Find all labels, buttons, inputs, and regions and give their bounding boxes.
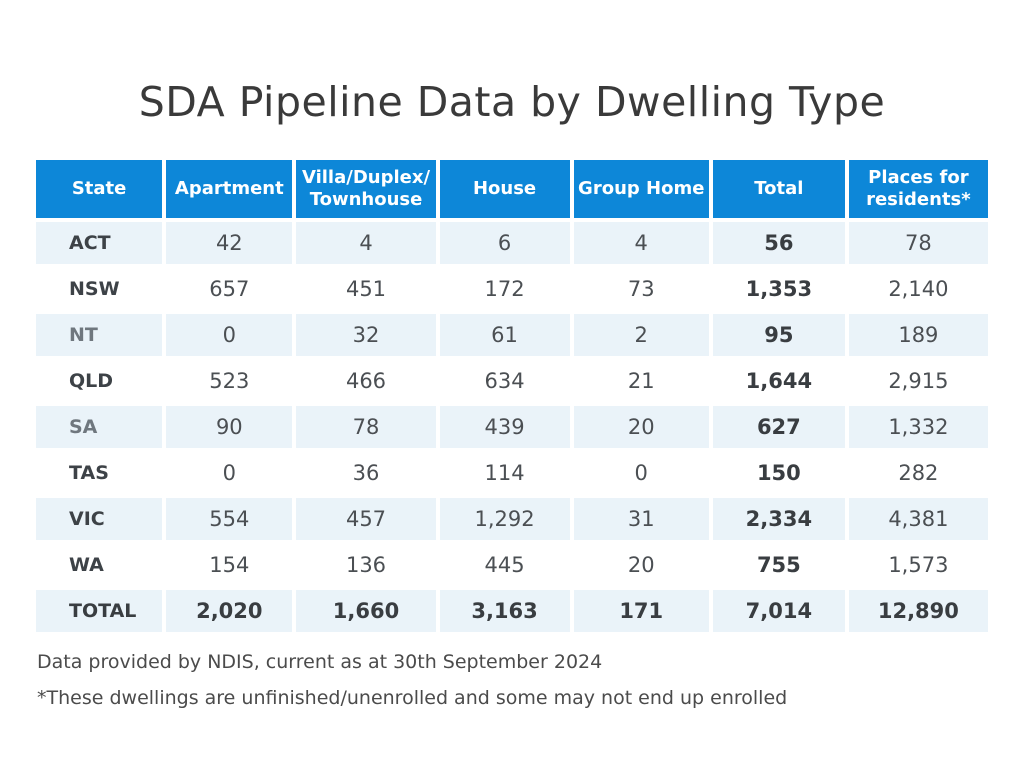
- total-value-cell: 755: [712, 544, 845, 586]
- table-body: ACT 42 4 6 4 56 78 NSW 657 451 172 73 1,353 2,140 NT 0 3…: [36, 222, 988, 632]
- table-row-qld: QLD 523 466 634 21 1,644 2,915: [36, 360, 988, 402]
- house-value-cell: 445: [439, 544, 570, 586]
- state-label-cell: NT: [36, 314, 163, 356]
- total-value-cell: 7,014: [712, 590, 845, 632]
- column-header-villa: Villa/Duplex/Townhouse: [296, 160, 436, 218]
- column-header-total: Total: [712, 160, 845, 218]
- table-header-row: State Apartment Villa/Duplex/Townhouse Hous…: [36, 160, 988, 218]
- column-header-apartment: Apartment: [166, 160, 293, 218]
- places-value-cell: 4,381: [848, 498, 988, 540]
- apartment-value-cell: 2,020: [166, 590, 293, 632]
- places-value-cell: 1,573: [848, 544, 988, 586]
- house-value-cell: 3,163: [439, 590, 570, 632]
- house-value-cell: 634: [439, 360, 570, 402]
- villa-value-cell: 32: [296, 314, 436, 356]
- group-home-value-cell: 20: [573, 544, 709, 586]
- house-value-cell: 6: [439, 222, 570, 264]
- total-value-cell: 56: [712, 222, 845, 264]
- state-label-cell: TAS: [36, 452, 163, 494]
- page-title: SDA Pipeline Data by Dwelling Type: [138, 78, 886, 126]
- table-row-act: ACT 42 4 6 4 56 78: [36, 222, 988, 264]
- apartment-value-cell: 523: [166, 360, 293, 402]
- villa-value-cell: 36: [296, 452, 436, 494]
- villa-value-cell: 1,660: [296, 590, 436, 632]
- column-header-house: House: [439, 160, 570, 218]
- places-value-cell: 78: [848, 222, 988, 264]
- villa-value-cell: 4: [296, 222, 436, 264]
- state-label-cell: TOTAL: [36, 590, 163, 632]
- places-value-cell: 2,140: [848, 268, 988, 310]
- villa-value-cell: 78: [296, 406, 436, 448]
- table-row-nsw: NSW 657 451 172 73 1,353 2,140: [36, 268, 988, 310]
- footnote-source: Data provided by NDIS, current as at 30t…: [37, 651, 603, 673]
- places-value-cell: 282: [848, 452, 988, 494]
- group-home-value-cell: 21: [573, 360, 709, 402]
- table-row-total: TOTAL 2,020 1,660 3,163 171 7,014 12,890: [36, 590, 988, 632]
- total-value-cell: 1,644: [712, 360, 845, 402]
- state-label-cell: ACT: [36, 222, 163, 264]
- total-value-cell: 95: [712, 314, 845, 356]
- column-header-places: Places for residents*: [848, 160, 988, 218]
- group-home-value-cell: 73: [573, 268, 709, 310]
- table-row-sa: SA 90 78 439 20 627 1,332: [36, 406, 988, 448]
- group-home-value-cell: 2: [573, 314, 709, 356]
- apartment-value-cell: 657: [166, 268, 293, 310]
- table-row-vic: VIC 554 457 1,292 31 2,334 4,381: [36, 498, 988, 540]
- state-label-cell: WA: [36, 544, 163, 586]
- places-value-cell: 2,915: [848, 360, 988, 402]
- state-label-cell: NSW: [36, 268, 163, 310]
- places-value-cell: 1,332: [848, 406, 988, 448]
- total-value-cell: 2,334: [712, 498, 845, 540]
- table-header: State Apartment Villa/Duplex/Townhouse Hous…: [36, 160, 988, 218]
- house-value-cell: 1,292: [439, 498, 570, 540]
- group-home-value-cell: 0: [573, 452, 709, 494]
- house-value-cell: 172: [439, 268, 570, 310]
- group-home-value-cell: 171: [573, 590, 709, 632]
- column-header-group-home: Group Home: [573, 160, 709, 218]
- sda-pipeline-table: State Apartment Villa/Duplex/Townhouse Hous…: [32, 156, 992, 636]
- apartment-value-cell: 554: [166, 498, 293, 540]
- table-row-tas: TAS 0 36 114 0 150 282: [36, 452, 988, 494]
- villa-value-cell: 457: [296, 498, 436, 540]
- state-label-cell: SA: [36, 406, 163, 448]
- total-value-cell: 627: [712, 406, 845, 448]
- apartment-value-cell: 0: [166, 314, 293, 356]
- places-value-cell: 189: [848, 314, 988, 356]
- apartment-value-cell: 154: [166, 544, 293, 586]
- footnote-disclaimer: *These dwellings are unfinished/unenroll…: [37, 687, 788, 709]
- villa-value-cell: 451: [296, 268, 436, 310]
- villa-value-cell: 136: [296, 544, 436, 586]
- apartment-value-cell: 42: [166, 222, 293, 264]
- state-label-cell: VIC: [36, 498, 163, 540]
- apartment-value-cell: 0: [166, 452, 293, 494]
- house-value-cell: 61: [439, 314, 570, 356]
- table-row-wa: WA 154 136 445 20 755 1,573: [36, 544, 988, 586]
- table-row-nt: NT 0 32 61 2 95 189: [36, 314, 988, 356]
- house-value-cell: 439: [439, 406, 570, 448]
- apartment-value-cell: 90: [166, 406, 293, 448]
- house-value-cell: 114: [439, 452, 570, 494]
- places-value-cell: 12,890: [848, 590, 988, 632]
- total-value-cell: 150: [712, 452, 845, 494]
- state-label-cell: QLD: [36, 360, 163, 402]
- group-home-value-cell: 20: [573, 406, 709, 448]
- column-header-state: State: [36, 160, 163, 218]
- total-value-cell: 1,353: [712, 268, 845, 310]
- group-home-value-cell: 4: [573, 222, 709, 264]
- villa-value-cell: 466: [296, 360, 436, 402]
- group-home-value-cell: 31: [573, 498, 709, 540]
